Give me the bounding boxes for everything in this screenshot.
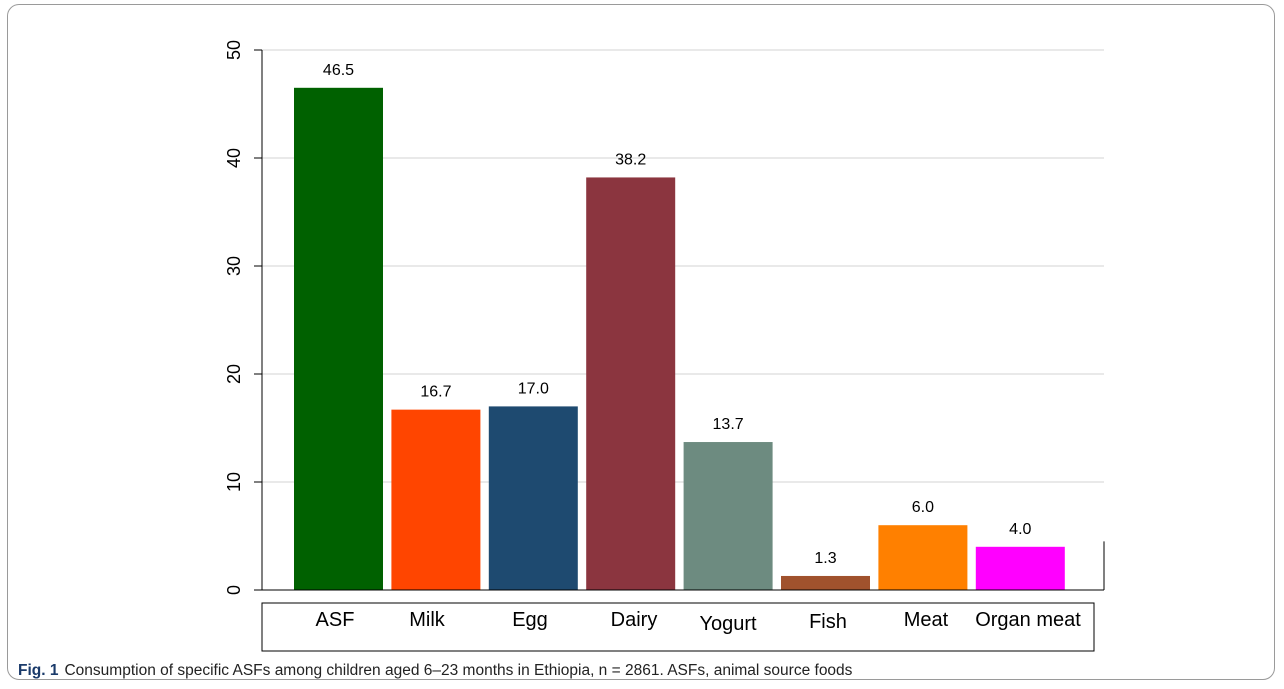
category-label-dairy: Dairy <box>611 609 658 631</box>
category-label-egg: Egg <box>512 609 548 631</box>
data-label-asf: 46.5 <box>323 62 354 79</box>
bar-chart: 46.5 16.7 17.0 38.2 13.7 1.3 6.0 4.0 0 10 20 30 40 5… <box>224 40 1105 652</box>
data-label-meat: 6.0 <box>912 499 934 516</box>
y-tick-label-1: 10 <box>224 472 244 492</box>
data-label-yogurt: 13.7 <box>713 416 744 433</box>
bar-organ-meat <box>975 546 1065 590</box>
category-label-meat: Meat <box>904 609 949 631</box>
y-tick-label-3: 30 <box>224 256 244 276</box>
data-label-dairy: 38.2 <box>615 151 646 168</box>
category-label-asf: ASF <box>316 609 355 631</box>
y-axis: 0 10 20 30 40 50 <box>224 40 1105 595</box>
gridlines <box>262 49 1104 483</box>
figure-label: Fig. 1 <box>18 662 59 679</box>
bar-egg <box>488 406 578 590</box>
y-tick-label-2: 20 <box>224 364 244 384</box>
data-label-milk: 16.7 <box>420 384 451 401</box>
category-box: ASF Milk Egg Dairy Yogurt Fish Meat Organ meat <box>261 602 1095 652</box>
category-label-fish: Fish <box>809 611 847 633</box>
category-box-border <box>261 602 1095 652</box>
y-tick-label-5: 50 <box>224 40 244 60</box>
y-tick-label-0: 0 <box>224 585 244 595</box>
data-label-egg: 17.0 <box>518 380 549 397</box>
bar-meat <box>878 525 968 590</box>
category-label-organ-meat: Organ meat <box>975 609 1081 631</box>
bar-asf <box>294 87 383 591</box>
data-label-fish: 1.3 <box>814 550 836 567</box>
category-label-milk: Milk <box>409 609 446 631</box>
bar-dairy <box>586 177 676 590</box>
figure-frame <box>7 4 1275 680</box>
bar-milk <box>391 409 481 590</box>
bars: 46.5 16.7 17.0 38.2 13.7 1.3 6.0 4.0 <box>294 62 1065 591</box>
caption-text: Consumption of specific ASFs among child… <box>64 662 853 679</box>
y-tick-label-4: 40 <box>224 148 244 168</box>
bar-yogurt <box>683 442 773 590</box>
category-label-yogurt: Yogurt <box>699 613 757 635</box>
bar-fish <box>781 575 870 590</box>
figure-caption: Fig. 1 Consumption of specific ASFs among… <box>18 662 852 680</box>
data-label-organ-meat: 4.0 <box>1009 521 1031 538</box>
